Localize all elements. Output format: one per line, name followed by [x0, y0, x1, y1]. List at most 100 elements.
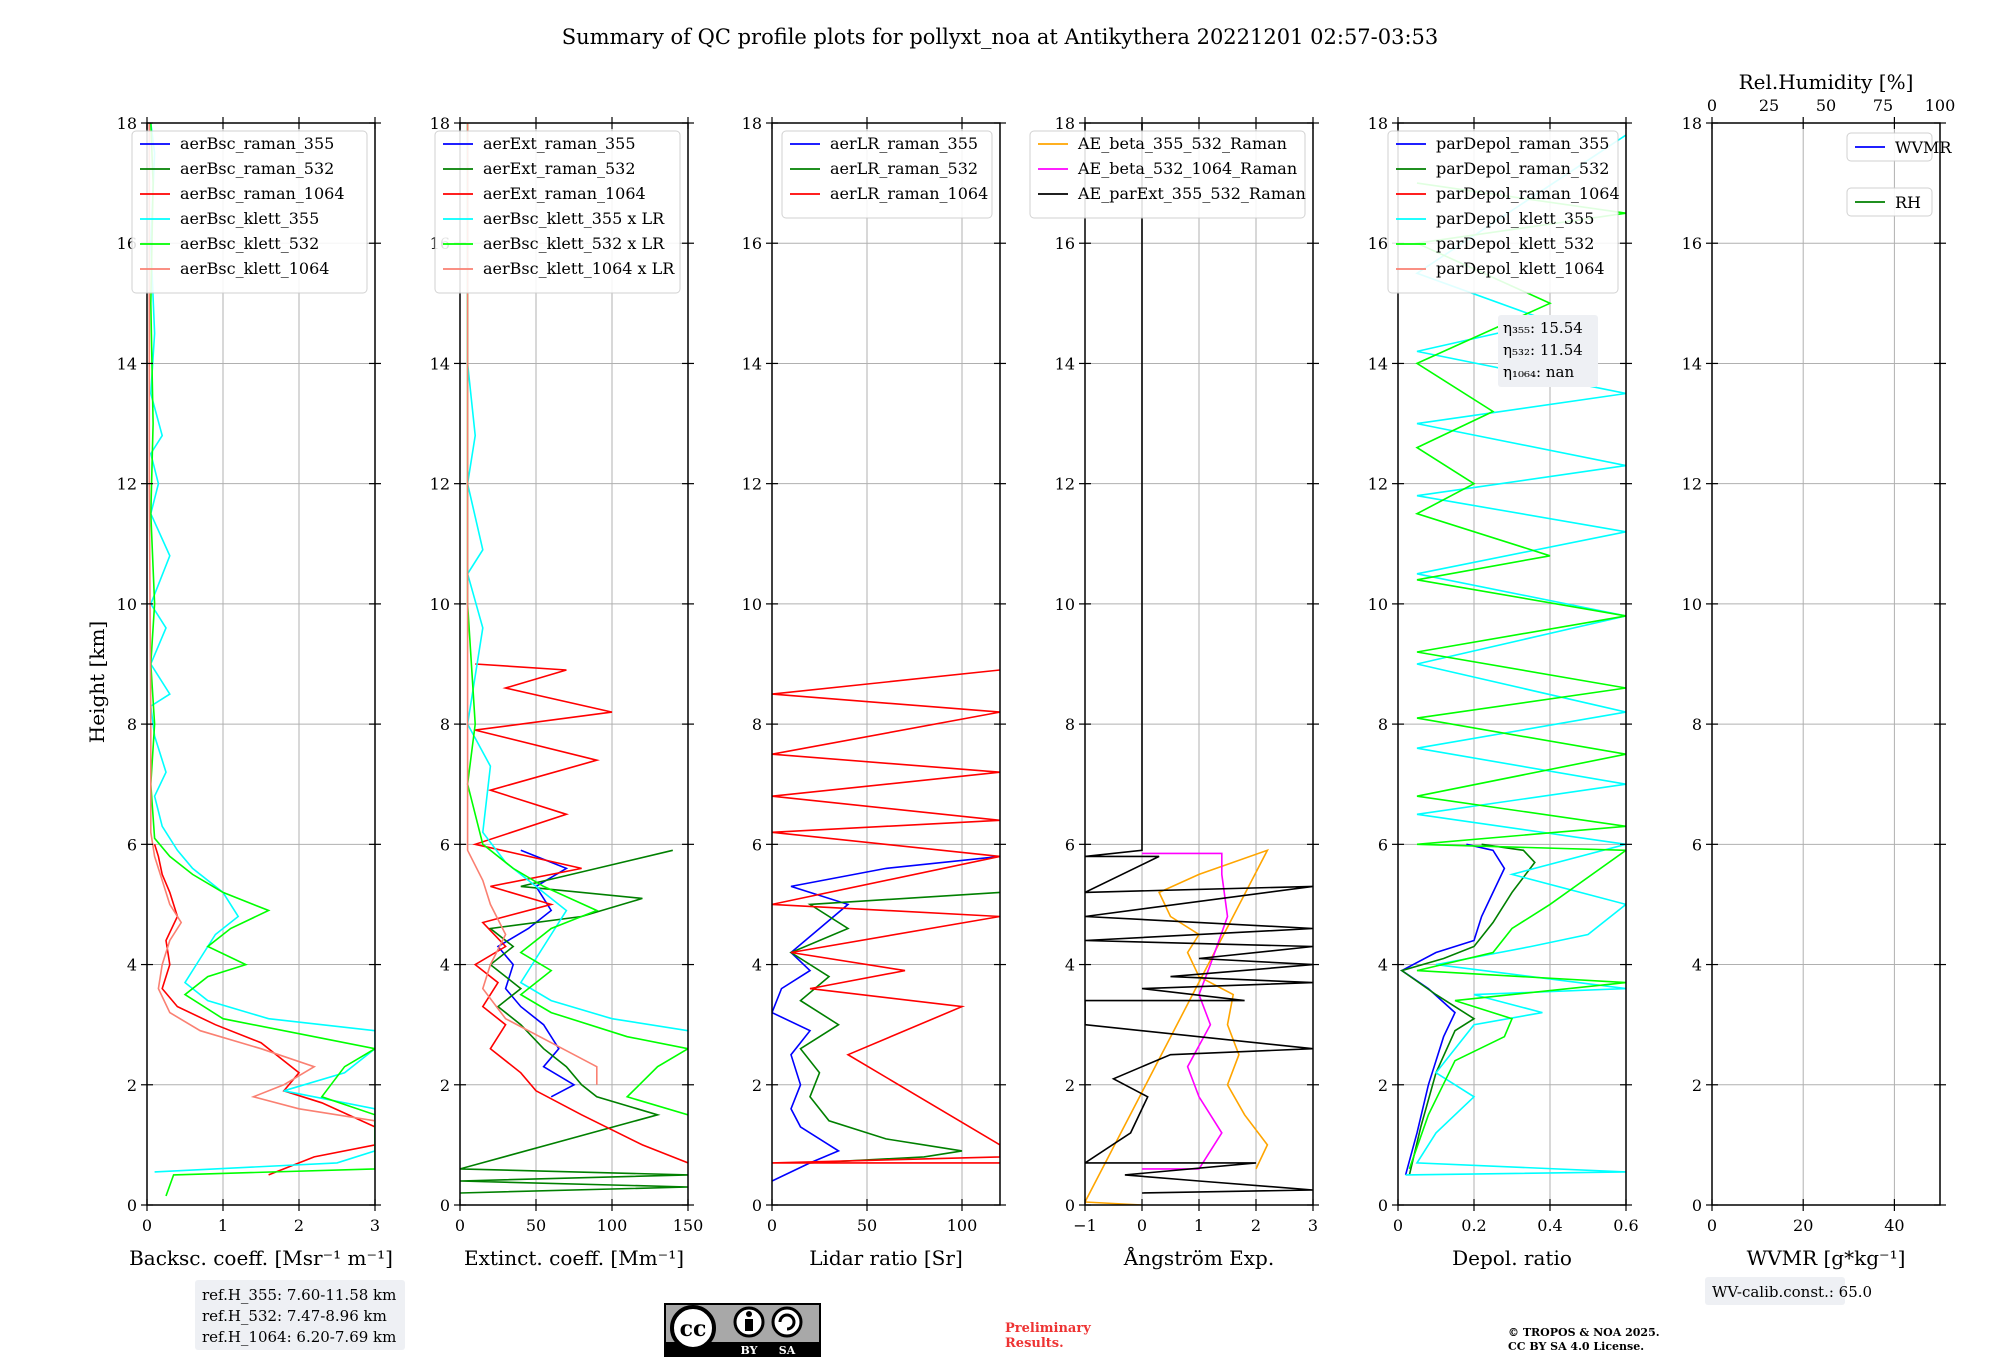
legend-entry: aerBsc_klett_532 x LR	[483, 234, 665, 253]
legend-entry: aerExt_raman_532	[483, 159, 636, 178]
y-tick-label: 14	[1368, 354, 1388, 373]
legend-entry: aerBsc_raman_1064	[180, 184, 345, 203]
y-tick-label: 0	[127, 1196, 137, 1215]
share-alike-icon	[771, 1306, 803, 1338]
legend-entry: parDepol_raman_1064	[1436, 184, 1620, 203]
plot-frame	[1711, 122, 1941, 1206]
y-tick-label: 8	[440, 715, 450, 734]
legend-entry: aerBsc_raman_532	[180, 159, 334, 178]
y-tick-label: 6	[1692, 835, 1702, 854]
legend-entry: AE_beta_532_1064_Raman	[1077, 159, 1297, 178]
ref-height-1064: ref.H_1064: 6.20-7.69 km	[202, 1328, 396, 1346]
y-tick-label: 14	[430, 354, 450, 373]
series-line-aerlr-raman-532	[789, 891, 1000, 1164]
x-tick-label: 0.4	[1537, 1216, 1562, 1235]
y-tick-label: 16	[1368, 234, 1388, 253]
x-tick-label: 0	[142, 1216, 152, 1235]
x-tick-label: 0	[1393, 1216, 1403, 1235]
y-tick-label: 4	[1692, 956, 1702, 975]
y-tick-label: 4	[752, 956, 762, 975]
series-group	[148, 123, 375, 1197]
series-line-ae-beta-355-532-raman	[1085, 848, 1270, 1205]
x-axis-label: Lidar ratio [Sr]	[809, 1246, 963, 1270]
x-tick-label: 1	[218, 1216, 228, 1235]
legend-entry: aerLR_raman_1064	[830, 184, 988, 203]
legend-box	[1387, 130, 1619, 294]
license-by-label: BY	[741, 1344, 758, 1357]
y-tick-label: 10	[1368, 595, 1388, 614]
series-line-aerext-raman-1064	[472, 663, 688, 1164]
y-tick-label: 8	[1692, 715, 1702, 734]
legend-entry: aerBsc_klett_532	[180, 234, 319, 253]
eta-annotation: η₅₃₂: 11.54	[1503, 341, 1583, 359]
y-tick-label: 14	[742, 354, 762, 373]
y-tick-label: 6	[1378, 835, 1388, 854]
cc-logo-text: cc	[680, 1316, 707, 1342]
legend-entry: parDepol_klett_355	[1436, 209, 1594, 228]
series-line-aerbsc-klett-532-x-lr	[466, 123, 688, 1116]
x-axis-label: WVMR [g*kg⁻¹]	[1747, 1246, 1906, 1270]
y-tick-label: 4	[1378, 956, 1388, 975]
legend-box	[1029, 130, 1306, 219]
preliminary-label-line1: Preliminary	[1005, 1321, 1091, 1336]
eta-annotation: η₁₀₆₄: nan	[1503, 363, 1574, 381]
series-group	[1085, 123, 1313, 1205]
y-tick-label: 0	[440, 1196, 450, 1215]
annotation-box	[1498, 315, 1598, 387]
plot-frame	[146, 122, 376, 1206]
plot-frame	[1397, 122, 1627, 1206]
legend-box	[131, 130, 368, 294]
wv-calibration-constant: WV-calib.const.: 65.0	[1712, 1283, 1872, 1301]
x2-tick-label: 75	[1873, 96, 1893, 115]
y-tick-label: 14	[117, 354, 137, 373]
series-line-aerext-raman-355	[496, 849, 576, 1098]
legend-entry: AE_beta_355_532_Raman	[1077, 134, 1287, 153]
figure-title: Summary of QC profile plots for pollyxt_…	[562, 25, 1439, 49]
panel-3: 0 2 4 6 8 10 12 14 16 18 0 50 100 Lidar ratio [Sr] aer…	[742, 114, 1006, 1270]
y-tick-label: 10	[1682, 595, 1702, 614]
y-tick-label: 8	[752, 715, 762, 734]
y-tick-label: 4	[440, 956, 450, 975]
y-tick-label: 18	[742, 114, 762, 133]
x2-tick-label: 50	[1816, 96, 1836, 115]
y-tick-label: 12	[117, 475, 137, 494]
series-group	[460, 123, 688, 1194]
legend-entry: aerBsc_klett_1064	[180, 259, 329, 278]
y-tick-label: 14	[1055, 354, 1075, 373]
y-tick-label: 12	[1682, 475, 1702, 494]
y-tick-label: 8	[1378, 715, 1388, 734]
y-tick-label: 0	[1692, 1196, 1702, 1215]
y-tick-label: 16	[1682, 234, 1702, 253]
reference-height-box: ref.H_355: 7.60-11.58 km ref.H_532: 7.47…	[195, 1280, 405, 1350]
legend-entry: aerBsc_klett_355	[180, 209, 319, 228]
y-tick-label: 16	[1055, 234, 1075, 253]
panel-6: 0 2 4 6 8 10 12 14 16 18 0 20 40 WVMR [g*kg⁻¹] 0 25 50 75…	[1682, 70, 1956, 1270]
y-tick-label: 8	[1065, 715, 1075, 734]
series-line-aerbsc-klett-1064-x-lr	[466, 123, 598, 1085]
legend-entry: parDepol_raman_532	[1436, 159, 1609, 178]
legend-box	[434, 130, 681, 294]
y-tick-label: 0	[1378, 1196, 1388, 1215]
y-tick-label: 18	[1055, 114, 1075, 133]
x2-tick-label: 100	[1925, 96, 1956, 115]
x-axis-label: Ångström Exp.	[1123, 1245, 1274, 1270]
legend-entry: AE_parExt_355_532_Raman	[1077, 184, 1306, 203]
y-tick-label: 12	[1368, 475, 1388, 494]
license-badge: cc BY SA	[664, 1303, 821, 1357]
y-tick-label: 2	[440, 1076, 450, 1095]
y-tick-label: 2	[127, 1076, 137, 1095]
y-tick-label: 18	[1682, 114, 1702, 133]
y-tick-label: 12	[1055, 475, 1075, 494]
copyright-line1: © TROPOS & NOA 2025.	[1508, 1326, 1660, 1339]
legend-entry: aerBsc_raman_355	[180, 134, 334, 153]
legend-entry: RH	[1895, 193, 1921, 212]
y-tick-label: 16	[742, 234, 762, 253]
license-sa-label: SA	[779, 1344, 796, 1357]
x-tick-label: 100	[597, 1216, 628, 1235]
y-tick-label: 10	[742, 595, 762, 614]
y-tick-label: 8	[127, 715, 137, 734]
x-axis-label: Extinct. coeff. [Mm⁻¹]	[464, 1246, 684, 1270]
preliminary-label-line2: Results.	[1005, 1336, 1064, 1351]
series-line-aerlr-raman-1064	[772, 669, 1000, 1164]
